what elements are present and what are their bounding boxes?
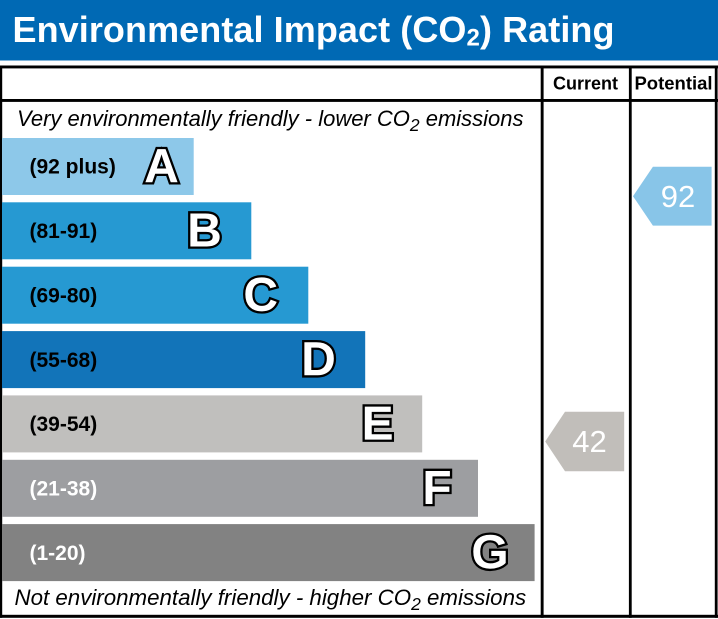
svg-text:(21-38): (21-38) <box>30 478 98 501</box>
svg-text:(39-54): (39-54) <box>30 413 98 436</box>
svg-text:92: 92 <box>661 179 695 214</box>
svg-text:(1-20): (1-20) <box>30 542 86 565</box>
svg-text:42: 42 <box>572 424 606 459</box>
svg-text:Potential: Potential <box>634 73 712 94</box>
svg-text:(92 plus): (92 plus) <box>30 156 116 179</box>
svg-text:Very environmentally friendly: Very environmentally friendly - lower CO… <box>17 106 524 135</box>
svg-text:Current: Current <box>553 74 618 94</box>
svg-text:(55-68): (55-68) <box>30 349 98 372</box>
svg-text:Not environmentally friendly -: Not environmentally friendly - higher CO… <box>15 585 527 614</box>
svg-text:(69-80): (69-80) <box>30 284 98 307</box>
svg-text:(81-91): (81-91) <box>30 220 98 243</box>
svg-text:Environmental Impact (CO2) Rat: Environmental Impact (CO2) Rating <box>13 9 615 52</box>
